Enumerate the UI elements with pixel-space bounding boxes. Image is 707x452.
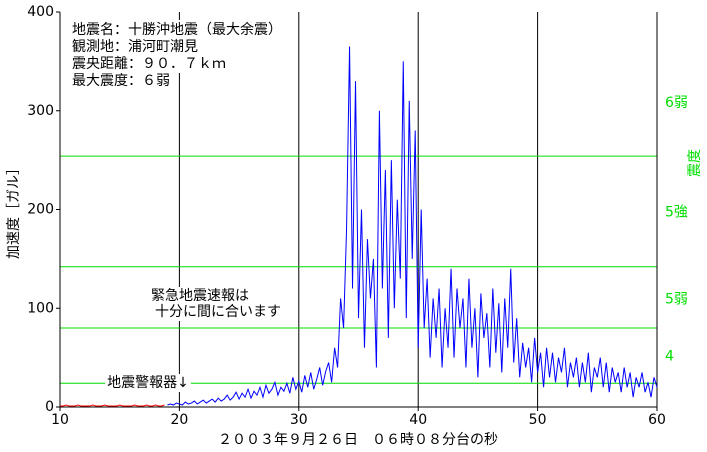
- y2-tick-label: 6弱: [665, 95, 688, 111]
- x-tick-label: 60: [648, 412, 666, 428]
- annotation: 十分に間に合います: [155, 304, 281, 320]
- text-background: [105, 374, 191, 392]
- y2-tick-label: 4: [665, 349, 674, 365]
- annotation: 緊急地震速報は: [151, 288, 249, 304]
- y-tick-label: 400: [27, 4, 54, 20]
- text-background: [70, 72, 172, 90]
- info-text: 最大震度：６弱: [72, 73, 170, 89]
- y-tick-label: 0: [45, 399, 54, 415]
- y2-axis-title: 震度: [687, 149, 703, 177]
- text-background: [153, 303, 283, 321]
- annotation: 地震警報器↓: [107, 375, 189, 391]
- y-tick-label: 100: [27, 300, 54, 316]
- y2-tick-label: 5強: [665, 204, 688, 220]
- y-tick-label: 200: [27, 202, 54, 218]
- text-background: [70, 20, 284, 39]
- x-axis-title: ２００３年９月２６日 ０６時０８分台の秒: [218, 432, 498, 448]
- x-tick-label: 40: [409, 412, 427, 428]
- info-text: 観測地：浦河町潮見: [72, 38, 198, 55]
- text-background: [149, 287, 251, 305]
- x-tick-label: 20: [170, 412, 188, 428]
- info-text: 地震名：十勝沖地震（最大余震）: [72, 21, 282, 38]
- trace: [167, 46, 658, 406]
- x-tick-label: 10: [51, 412, 69, 428]
- info-text: 震央距離：９０．７ｋｍ: [72, 55, 226, 72]
- y-axis-title: 加速度［ガル］: [6, 161, 22, 259]
- x-tick-label: 30: [290, 412, 308, 428]
- x-tick-label: 50: [529, 412, 547, 428]
- text-background: [70, 37, 200, 56]
- y2-tick-label: 5弱: [665, 291, 688, 307]
- trace: [60, 404, 165, 407]
- y-tick-label: 300: [27, 103, 54, 119]
- text-background: [70, 54, 228, 73]
